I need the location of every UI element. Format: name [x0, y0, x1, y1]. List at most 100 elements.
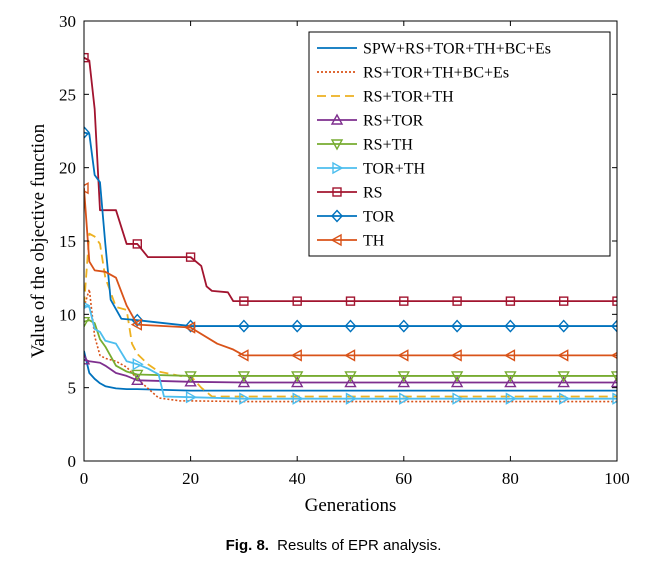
data-point: [399, 392, 411, 405]
data-point: [611, 319, 617, 333]
data-point: [132, 239, 143, 249]
data-point: [184, 371, 197, 383]
series-layer: [84, 52, 617, 405]
data-point: [450, 349, 462, 362]
series-2: [84, 288, 617, 403]
data-point: [344, 319, 357, 333]
series-line: [84, 350, 617, 392]
caption-fig-number: Fig. 8.: [225, 537, 269, 554]
series-5: [84, 316, 617, 383]
legend: SPW+RS+TOR+TH+BC+Es RS+TOR+TH+BC+Es RS+TOR…: [308, 31, 611, 257]
x-tick-label: 40: [289, 469, 306, 488]
y-tick-label: 30: [59, 12, 76, 31]
data-point: [504, 319, 517, 333]
y-tick-label: 15: [59, 232, 76, 251]
data-point: [131, 373, 144, 386]
data-point: [237, 371, 251, 383]
legend-label: TOR: [363, 209, 395, 226]
data-point: [557, 376, 570, 388]
data-point: [184, 321, 196, 334]
y-tick-label: 20: [59, 159, 76, 178]
x-tick-label: 80: [502, 469, 519, 488]
chart: 0 20 40 60 80 100 0 5 10 15 20 25 30 Generations Value…: [28, 12, 630, 516]
series-line: [84, 131, 617, 327]
legend-marker: [330, 139, 344, 151]
data-point: [612, 392, 617, 405]
data-point: [504, 376, 517, 388]
data-point: [557, 319, 570, 333]
data-point: [290, 349, 302, 362]
x-tick-label: 100: [604, 469, 630, 488]
data-point: [84, 52, 89, 63]
data-point: [612, 296, 617, 306]
data-point: [292, 296, 302, 306]
data-point: [557, 349, 569, 362]
x-tick-label: 20: [182, 469, 199, 488]
legend-item: RS: [317, 185, 383, 202]
data-point: [559, 296, 569, 306]
x-tick-label: 60: [395, 469, 412, 488]
series-line: [84, 304, 617, 400]
data-point: [237, 376, 251, 388]
legend-item: RS+TOR: [317, 113, 424, 130]
legend-item: TOR: [317, 209, 395, 226]
data-point: [451, 319, 464, 333]
legend-item: TH: [317, 233, 385, 250]
data-point: [185, 391, 198, 404]
data-point: [397, 376, 410, 388]
axes-layer: 0 20 40 60 80 100 0 5 10 15 20 25 30 Generations Value…: [28, 12, 630, 516]
legend-box: [308, 31, 611, 257]
x-tick-label: 0: [80, 469, 89, 488]
series-line: [84, 56, 617, 303]
series-line: [84, 319, 617, 377]
data-point: [84, 353, 91, 365]
data-point: [292, 392, 304, 405]
series-9: [84, 182, 617, 362]
legend-item: SPW+RS+TOR+TH+BC+Es: [317, 41, 551, 58]
legend-marker: [332, 161, 344, 175]
y-tick-label: 25: [59, 85, 76, 104]
data-point: [450, 371, 464, 383]
y-tick-label: 10: [59, 305, 76, 324]
series-8: [84, 125, 617, 333]
data-point: [291, 371, 304, 383]
data-point: [504, 371, 517, 383]
figure-caption: Fig. 8. Results of EPR analysis.: [0, 537, 667, 554]
data-point: [344, 349, 356, 362]
data-point: [84, 182, 89, 195]
data-point: [237, 349, 249, 362]
data-point: [345, 392, 357, 405]
data-point: [291, 319, 304, 333]
data-point: [132, 358, 144, 371]
data-point: [84, 316, 91, 329]
y-axis-label: Value of the objective function: [28, 123, 49, 358]
legend-item: TOR+TH: [317, 161, 426, 178]
series-line: [84, 358, 617, 384]
data-point: [184, 375, 197, 387]
data-point: [345, 296, 356, 306]
y-tick-label: 5: [68, 379, 77, 398]
data-point: [291, 376, 304, 388]
data-point: [503, 349, 516, 362]
data-point: [559, 392, 571, 405]
legend-marker: [332, 187, 342, 197]
data-point: [610, 376, 617, 388]
series-line: [84, 288, 617, 403]
data-point: [610, 371, 617, 383]
legend-item: RS+TOR+TH: [317, 89, 454, 106]
x-axis-label: Generations: [305, 495, 397, 516]
data-point: [397, 349, 409, 362]
legend-label: RS+TOR+TH+BC+Es: [363, 65, 509, 82]
legend-marker: [331, 209, 343, 223]
data-point: [450, 376, 464, 388]
data-point: [557, 371, 570, 383]
data-point: [452, 296, 462, 306]
series-3: [84, 232, 617, 398]
series-line: [84, 232, 617, 398]
legend-label: TH: [363, 233, 385, 250]
data-point: [344, 376, 357, 388]
legend-item: RS+TH: [317, 137, 413, 154]
data-point: [131, 369, 144, 381]
legend-marker: [330, 233, 342, 247]
data-point: [130, 318, 143, 331]
